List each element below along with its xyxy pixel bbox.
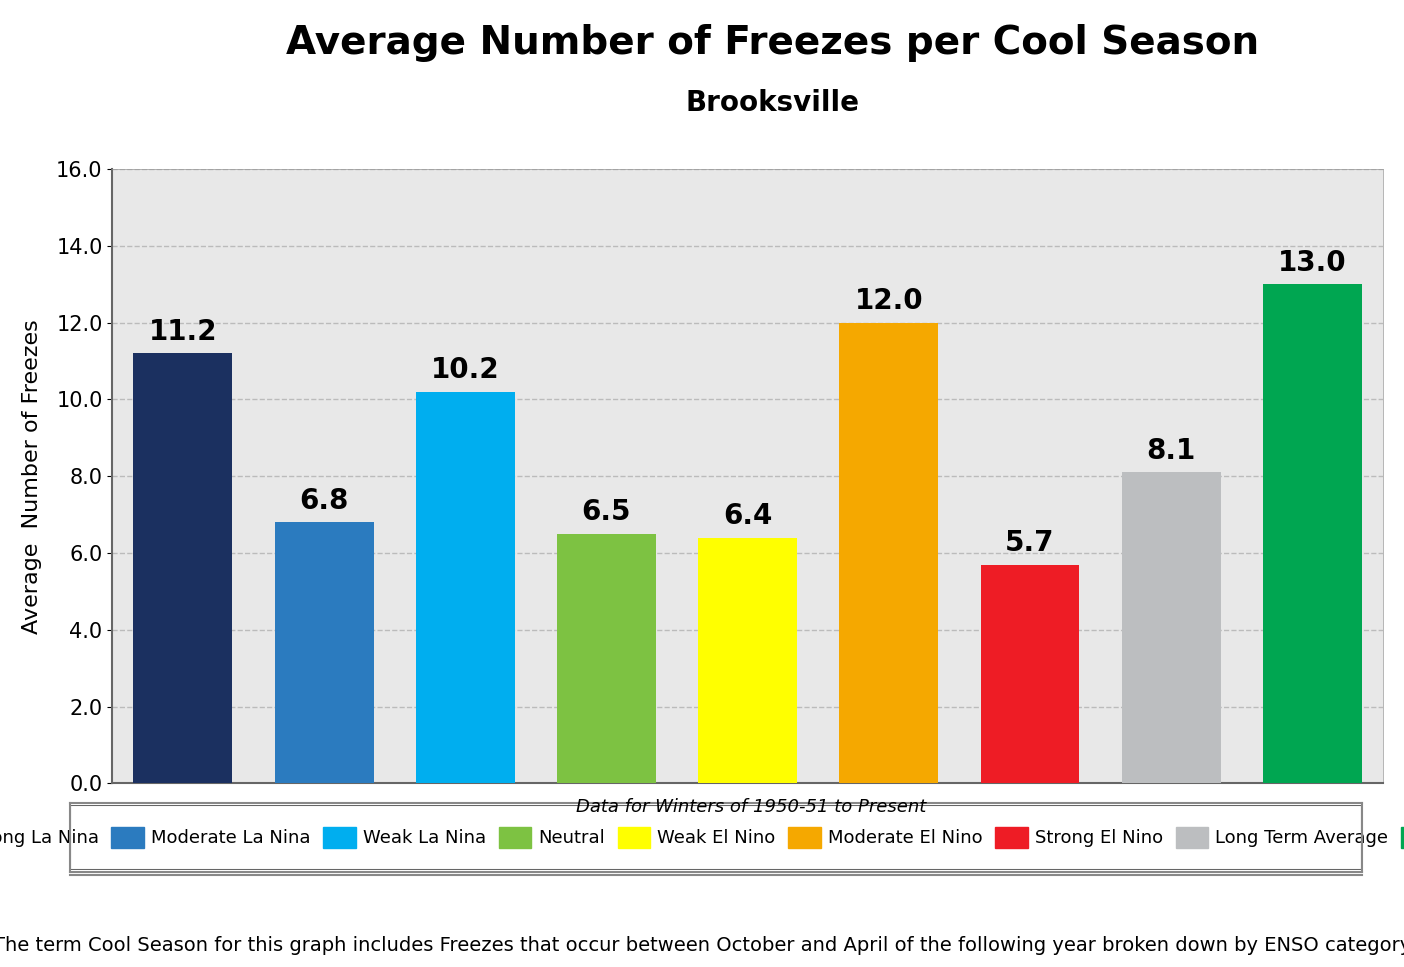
Text: 11.2: 11.2: [149, 318, 218, 346]
Text: The term Cool Season for this graph includes Freezes that occur between October : The term Cool Season for this graph incl…: [0, 936, 1404, 955]
Bar: [698, 538, 797, 783]
FancyBboxPatch shape: [70, 805, 1362, 870]
Bar: [1264, 284, 1362, 783]
Bar: [840, 323, 938, 783]
Bar: [1122, 473, 1220, 783]
Bar: [416, 392, 515, 783]
Text: 10.2: 10.2: [431, 356, 500, 384]
Text: Average Number of Freezes per Cool Season: Average Number of Freezes per Cool Seaso…: [285, 24, 1259, 62]
Text: 13.0: 13.0: [1278, 249, 1346, 277]
Bar: [275, 522, 373, 783]
Legend: Strong La Nina, Moderate La Nina, Weak La Nina, Neutral, Weak El Nino, Moderate : Strong La Nina, Moderate La Nina, Weak L…: [0, 818, 1404, 857]
Bar: [557, 534, 656, 783]
Text: 12.0: 12.0: [855, 287, 922, 315]
Y-axis label: Average  Number of Freezes: Average Number of Freezes: [22, 319, 42, 633]
Text: Brooksville: Brooksville: [685, 89, 859, 117]
Text: 5.7: 5.7: [1005, 529, 1054, 557]
Text: Data for Winters of 1950-51 to Present: Data for Winters of 1950-51 to Present: [576, 798, 927, 816]
Bar: [133, 354, 232, 783]
Text: 6.8: 6.8: [299, 486, 348, 514]
Text: 8.1: 8.1: [1147, 437, 1196, 465]
Text: 6.4: 6.4: [723, 502, 772, 530]
Bar: [980, 565, 1080, 783]
Text: 6.5: 6.5: [581, 498, 632, 526]
